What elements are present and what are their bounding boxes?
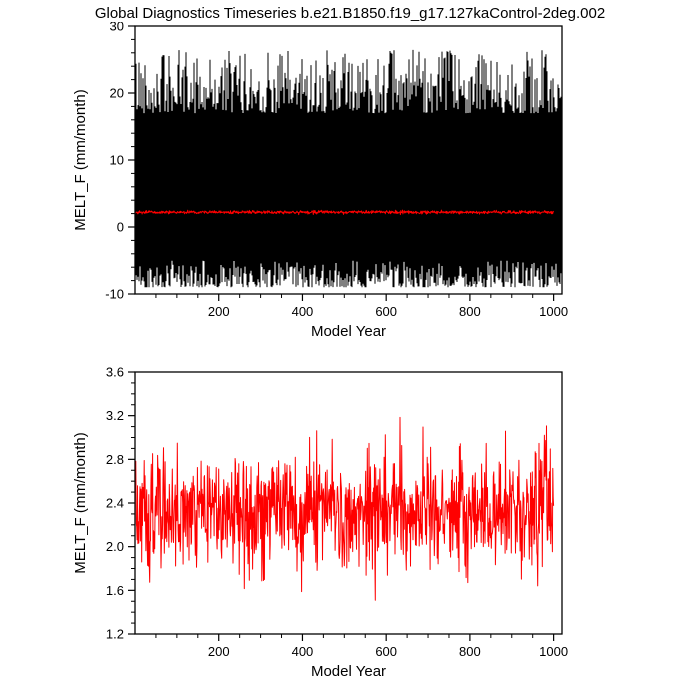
x-tick-label: 200 [208, 644, 230, 659]
y-tick-label: 2.0 [106, 539, 124, 554]
x-tick-label: 1000 [539, 304, 568, 319]
y-tick-label: 10 [110, 153, 124, 168]
bottom-panel: 200 400 600 800 1000 1.2 1.6 2.0 2.4 2.8 3.2 3.6 Mod… [0, 352, 700, 696]
y-tick-label: 20 [110, 86, 124, 101]
y-axis-label: MELT_F (mm/month) [72, 432, 89, 573]
y-tick-label: 30 [110, 22, 124, 34]
monthly-timeseries-chart: 200 400 600 800 1000 -10 0 10 20 30 Model Year MELT… [72, 22, 568, 340]
top-panel: 200 400 600 800 1000 -10 0 10 20 30 Model Year MELT… [0, 22, 700, 352]
y-tick-label: 2.4 [106, 496, 124, 511]
x-axis-label: Model Year [311, 663, 386, 680]
y-axis-label: MELT_F (mm/month) [72, 89, 89, 230]
x-tick-label: 600 [375, 644, 397, 659]
x-tick-label: 600 [375, 304, 397, 319]
annual-mean-series [134, 416, 555, 601]
chart-title: Global Diagnostics Timeseries b.e21.B185… [94, 5, 606, 22]
x-tick-label: 400 [292, 304, 314, 319]
x-tick-label: 800 [459, 644, 481, 659]
y-tick-label: 3.2 [106, 408, 124, 423]
annual-mean-timeseries-chart: 200 400 600 800 1000 1.2 1.6 2.0 2.4 2.8 3.2 3.6 Mod… [72, 365, 568, 681]
x-tick-label: 800 [459, 304, 481, 319]
y-tick-label: 1.6 [106, 583, 124, 598]
monthly-series [134, 49, 563, 288]
x-tick-label: 200 [208, 304, 230, 319]
y-tick-label: -10 [105, 287, 124, 302]
y-tick-label: 1.2 [106, 627, 124, 642]
x-axis-label: Model Year [311, 323, 386, 340]
annual-mean-series [135, 209, 555, 216]
y-tick-label: 2.8 [106, 452, 124, 467]
x-tick-label: 400 [292, 644, 314, 659]
y-tick-label: 3.6 [106, 365, 124, 380]
y-tick-label: 0 [117, 220, 124, 235]
x-tick-label: 1000 [539, 644, 568, 659]
